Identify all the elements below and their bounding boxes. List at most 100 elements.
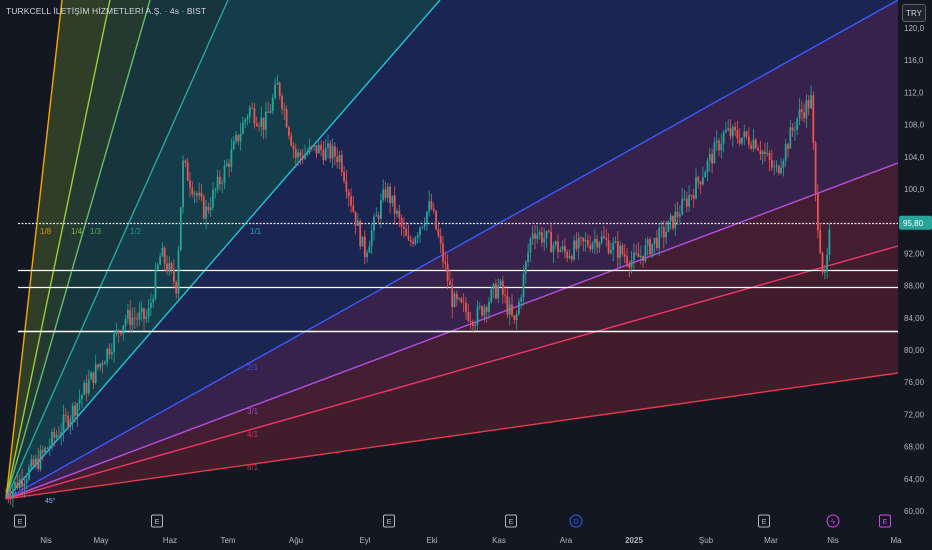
candle — [495, 283, 497, 299]
price-tick-label: 104,0 — [904, 153, 925, 162]
candle — [708, 154, 711, 161]
time-tick-label: Mar — [764, 536, 778, 545]
candle — [363, 236, 366, 258]
candle — [313, 145, 316, 147]
event-marker[interactable] — [879, 514, 891, 528]
candle — [455, 293, 458, 300]
candle — [340, 154, 343, 172]
candle — [81, 395, 83, 400]
gann-line-1-8[interactable] — [5, 0, 63, 500]
candle — [545, 231, 548, 239]
candle — [524, 261, 527, 274]
candle — [83, 382, 86, 396]
event-marker-label: E — [761, 517, 766, 526]
candle — [331, 146, 334, 159]
candle — [577, 237, 580, 249]
candle — [435, 210, 437, 230]
candle — [239, 133, 242, 142]
gann-label: 1/1 — [250, 227, 262, 236]
event-marker[interactable] — [569, 514, 583, 528]
candle — [428, 201, 431, 212]
event-marker-label: E — [882, 517, 887, 526]
candle — [731, 126, 734, 137]
candle — [393, 195, 396, 214]
candle — [741, 137, 743, 144]
candle — [145, 316, 148, 319]
candle — [129, 309, 132, 326]
gann-line-8-1[interactable] — [5, 372, 899, 500]
candle — [600, 236, 603, 243]
candle — [262, 117, 265, 130]
candle — [285, 109, 288, 128]
candle — [437, 229, 440, 237]
candle — [589, 245, 592, 250]
candle — [177, 250, 180, 294]
candle — [587, 240, 589, 246]
candle — [117, 330, 120, 333]
currency-button[interactable]: TRY — [902, 4, 926, 22]
candle — [389, 186, 391, 204]
candle — [593, 238, 596, 244]
candle — [538, 232, 541, 235]
time-tick-label: Ara — [560, 536, 573, 545]
time-tick-label: Tem — [220, 536, 235, 545]
candle — [814, 142, 817, 194]
time-tick-label: Ma — [890, 536, 902, 545]
candle — [541, 232, 543, 243]
candle — [274, 84, 276, 98]
candle — [616, 241, 619, 258]
event-marker[interactable] — [505, 514, 517, 528]
price-tick-label: 68,00 — [904, 443, 925, 452]
candle — [294, 149, 297, 158]
candle — [327, 143, 329, 148]
candle — [633, 252, 635, 261]
candle — [465, 302, 467, 312]
gann-line-4-1[interactable] — [5, 245, 899, 500]
candle — [426, 211, 428, 224]
candle — [819, 230, 822, 253]
candle — [258, 125, 260, 127]
candle — [205, 206, 207, 219]
candle — [200, 192, 203, 197]
candle — [764, 151, 766, 154]
candle — [396, 210, 398, 214]
candle — [156, 264, 159, 270]
event-marker[interactable] — [14, 514, 26, 528]
gann-line-1-1[interactable] — [5, 0, 441, 500]
candle — [152, 299, 155, 303]
event-marker[interactable] — [151, 514, 163, 528]
gann-line-1-2[interactable] — [5, 0, 229, 500]
candle — [184, 160, 187, 163]
candle — [85, 382, 88, 394]
candle — [784, 144, 787, 161]
candle — [405, 228, 408, 236]
candle — [690, 195, 693, 197]
candle — [472, 321, 474, 326]
candle — [658, 227, 661, 249]
candle — [771, 160, 773, 168]
candle — [12, 489, 14, 499]
event-marker[interactable] — [826, 514, 840, 528]
candle — [216, 176, 219, 190]
gann-line-1-4[interactable] — [5, 0, 111, 500]
candle — [311, 146, 313, 148]
candle — [193, 193, 196, 195]
candlesticks — [5, 74, 831, 508]
candle — [398, 210, 401, 218]
candle — [23, 483, 26, 487]
candle — [60, 431, 63, 436]
candle — [483, 307, 486, 316]
price-tick-label: 72,00 — [904, 410, 925, 419]
candle — [738, 138, 741, 144]
candle — [458, 298, 460, 300]
candle — [543, 238, 546, 243]
candle — [99, 363, 102, 368]
candle — [384, 189, 387, 198]
gann-line-2-1[interactable] — [5, 0, 899, 500]
candle — [646, 239, 649, 246]
event-marker[interactable] — [383, 514, 395, 528]
time-tick-label: May — [93, 536, 108, 545]
event-marker[interactable] — [758, 514, 770, 528]
gann-line-1-3[interactable] — [5, 0, 151, 500]
